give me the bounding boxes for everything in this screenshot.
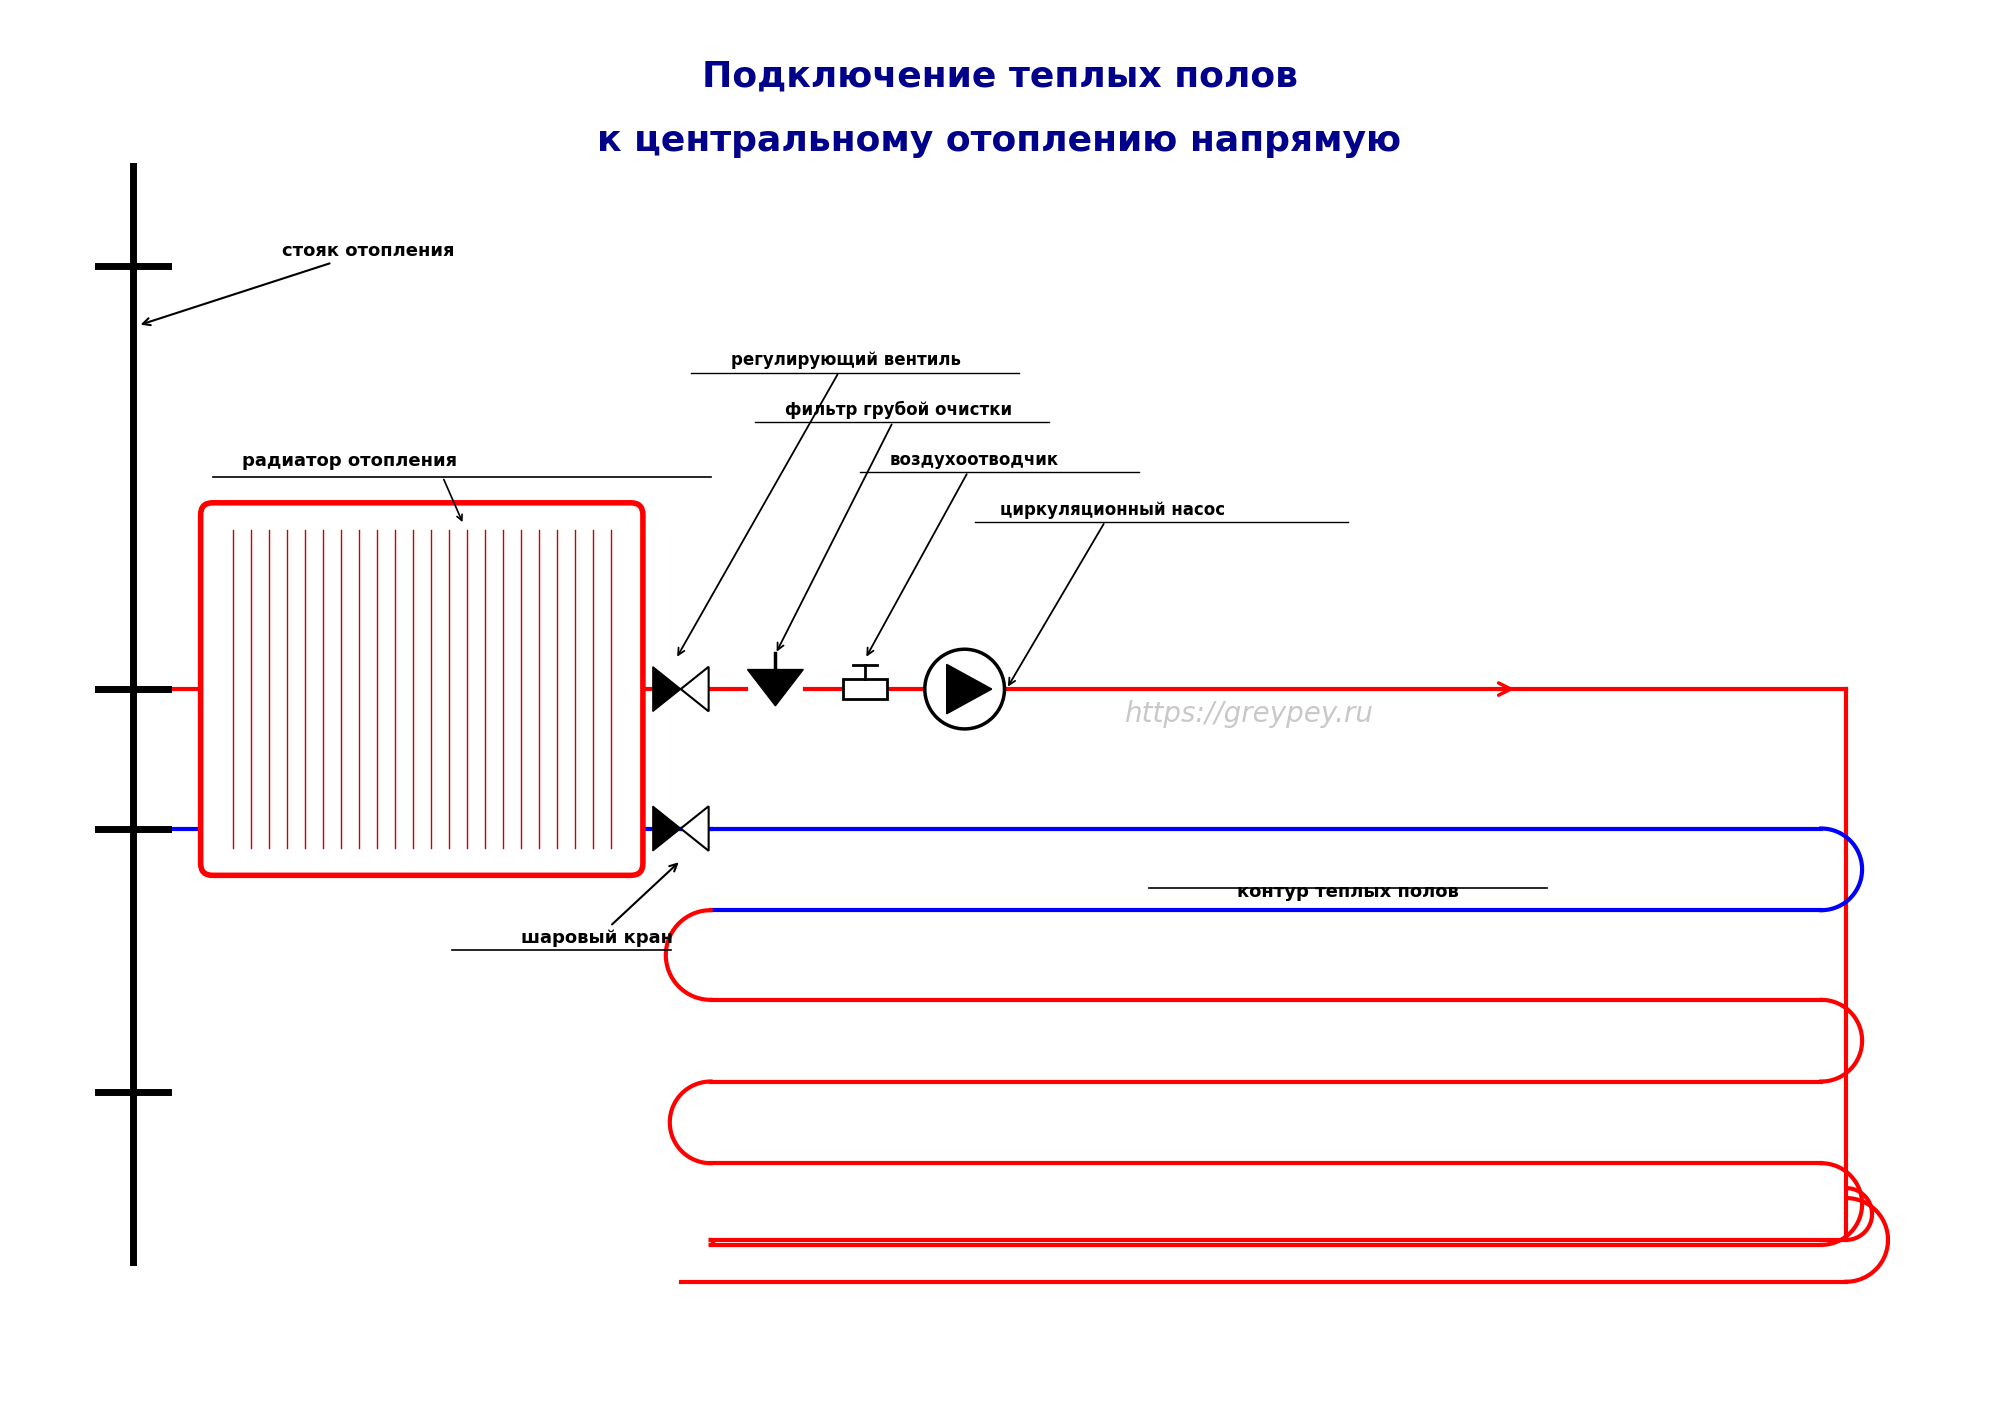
Text: радиатор отопления: радиатор отопления xyxy=(242,452,458,469)
Text: к центральному отоплению напрямую: к центральному отоплению напрямую xyxy=(597,124,1401,158)
Polygon shape xyxy=(681,667,709,711)
Text: фильтр грубой очистки: фильтр грубой очистки xyxy=(777,402,1011,650)
Text: циркуляционный насос: циркуляционный насос xyxy=(999,501,1225,684)
Polygon shape xyxy=(681,806,709,851)
Bar xyxy=(843,679,887,699)
Polygon shape xyxy=(653,806,681,851)
FancyBboxPatch shape xyxy=(200,503,643,875)
Circle shape xyxy=(925,649,1003,728)
Polygon shape xyxy=(947,665,991,714)
Text: контур теплых полов: контур теплых полов xyxy=(1237,884,1459,901)
Text: https://greypey.ru: https://greypey.ru xyxy=(1123,700,1373,728)
Polygon shape xyxy=(747,670,803,706)
Text: регулирующий вентиль: регулирующий вентиль xyxy=(677,351,961,655)
Text: Подключение теплых полов: Подключение теплых полов xyxy=(701,59,1297,93)
Text: шаровый кран: шаровый кран xyxy=(521,864,677,947)
Text: стояк отопления: стояк отопления xyxy=(142,242,456,325)
Text: воздухоотводчик: воздухоотводчик xyxy=(867,451,1059,655)
Polygon shape xyxy=(653,667,681,711)
